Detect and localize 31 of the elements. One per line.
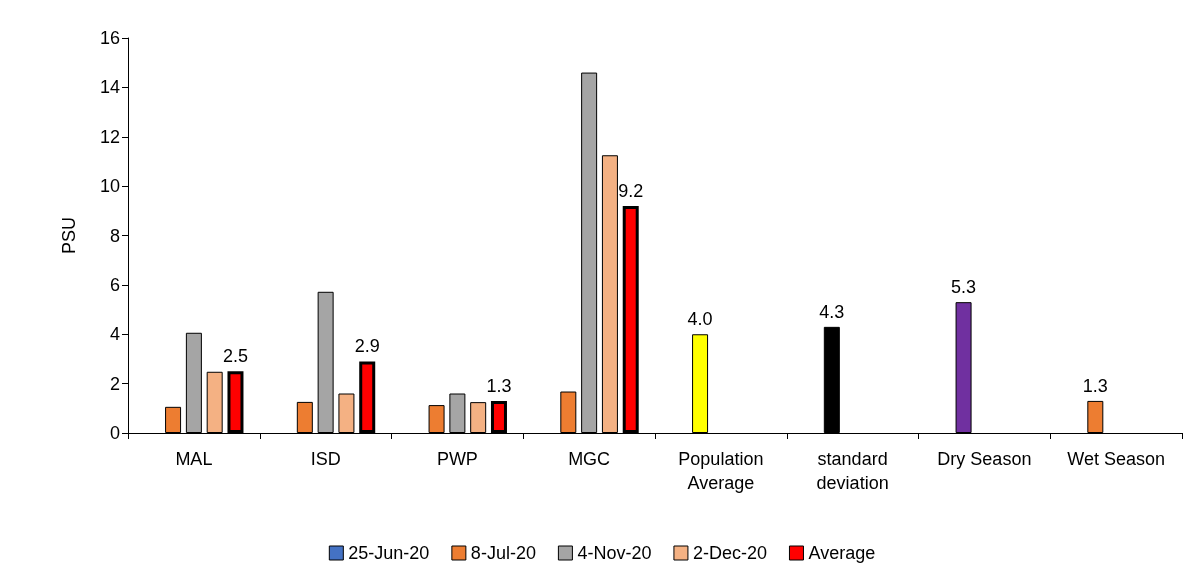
data-label: 2.9: [354, 336, 380, 357]
y-tick-label: 12: [99, 126, 120, 147]
data-label: 4.3: [819, 301, 845, 322]
data-label: 4.0: [687, 309, 713, 330]
data-label: 5.3: [951, 277, 977, 298]
data-label: 9.2: [618, 180, 644, 201]
legend-label: 4-Nov-20: [577, 543, 652, 563]
data-label: 2.5: [222, 346, 248, 367]
x-tick-label: MAL: [175, 449, 213, 469]
x-tick-label: Wet Season: [1067, 449, 1165, 469]
x-tick-label: ISD: [310, 449, 341, 469]
x-tick-label: Dry Season: [937, 449, 1032, 469]
x-tick-label: Population Average: [678, 449, 764, 493]
legend-label: Average: [808, 543, 876, 563]
y-tick-label: 2: [109, 373, 120, 394]
legend-label: 8-Jul-20: [470, 543, 536, 563]
x-tick-label: PWP: [436, 449, 478, 469]
data-label: 1.3: [1082, 375, 1108, 396]
y-tick-label: 8: [109, 225, 120, 246]
x-tick-label: standard deviation: [816, 449, 889, 493]
y-tick-label: 6: [109, 274, 120, 295]
x-tick-label: MGC: [568, 449, 611, 469]
y-tick-label: 10: [99, 176, 120, 197]
data-label: 1.3: [486, 375, 512, 396]
legend-label: 25-Jun-20: [348, 543, 430, 563]
y-axis-title: PSU: [59, 216, 79, 255]
y-tick-label: 0: [109, 423, 120, 443]
legend-label: 2-Dec-20: [692, 543, 767, 563]
y-tick-label: 14: [99, 77, 120, 98]
y-tick-label: 16: [99, 28, 120, 48]
y-tick-label: 4: [109, 324, 120, 345]
